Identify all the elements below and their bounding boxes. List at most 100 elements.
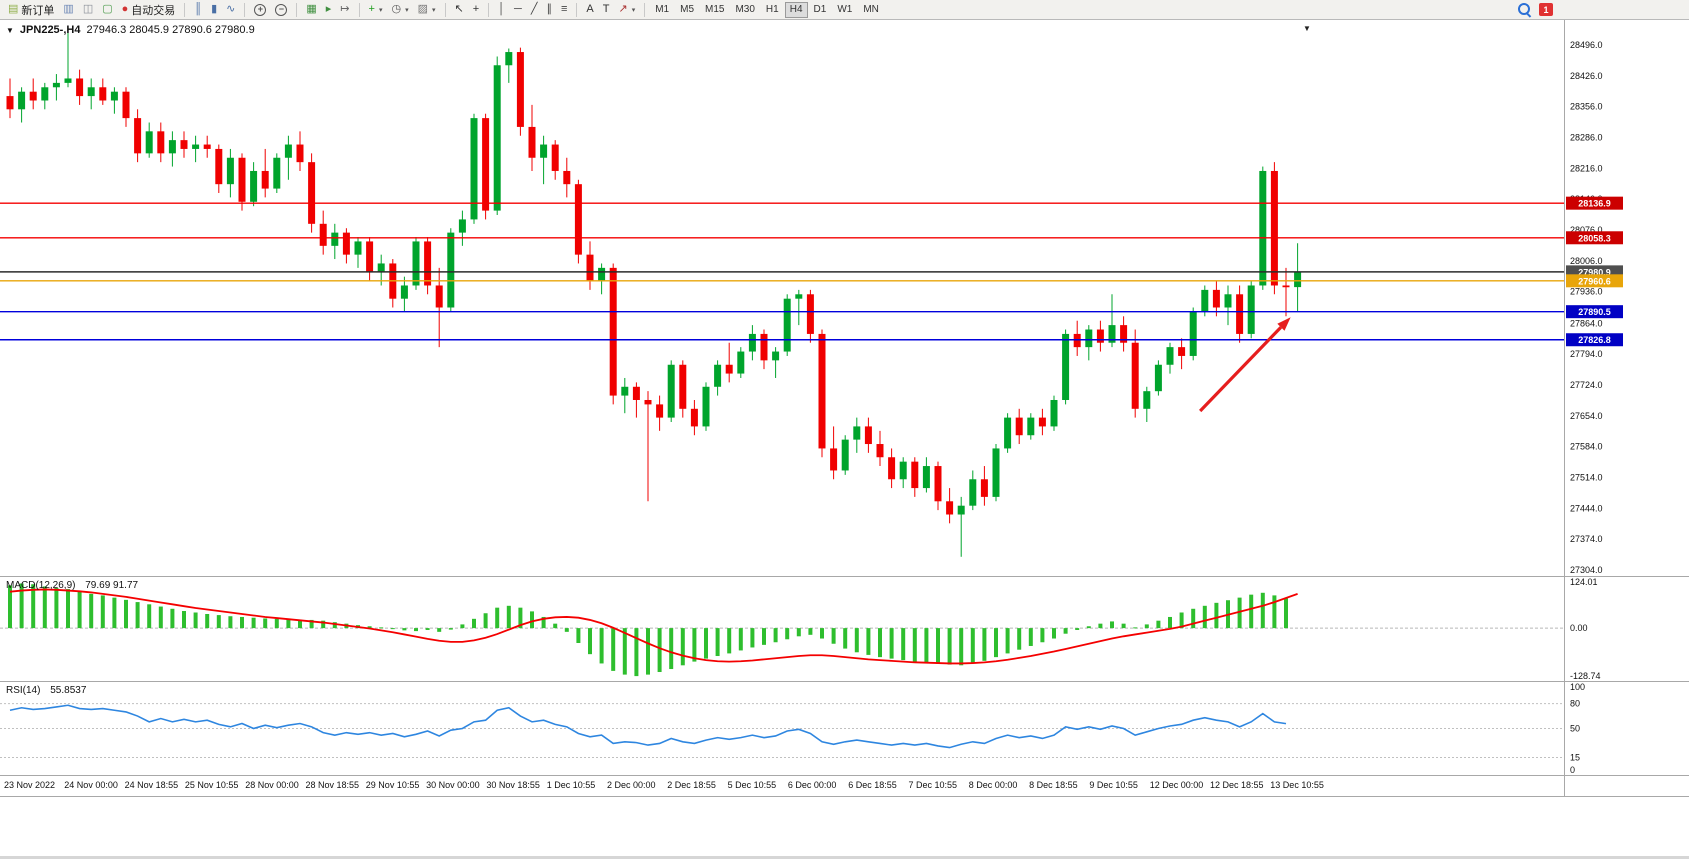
trendline-button[interactable]: ╱ xyxy=(527,1,542,19)
one-click-trading-icon[interactable]: ▼ xyxy=(6,25,14,35)
indicators-button[interactable]: + ▾ xyxy=(365,1,387,19)
time-axis[interactable]: 23 Nov 2022 24 Nov 00:00 24 Nov 18:55 25 No… xyxy=(0,776,1689,796)
time-axis-label: 8 Dec 00:00 xyxy=(968,780,1018,790)
timeframe-d1-button[interactable]: D1 xyxy=(809,2,832,18)
fibonacci-button[interactable]: ≡ xyxy=(557,1,571,19)
svg-text:15: 15 xyxy=(1570,753,1580,763)
new-order-icon: ▤ xyxy=(8,3,19,15)
timeframe-w1-button-label: W1 xyxy=(837,4,853,15)
fullscreen-button[interactable]: ▢ xyxy=(98,1,116,19)
svg-text:27654.0: 27654.0 xyxy=(1570,411,1603,421)
time-axis-label: 23 Nov 2022 xyxy=(4,780,56,790)
line-chart-icon: ∿ xyxy=(226,3,236,15)
toolbar-overflow-icon[interactable]: ▼ xyxy=(1303,24,1311,33)
rsi-panel-svg[interactable]: 100 80 50 15 0 xyxy=(0,682,1689,775)
text-label-button[interactable]: T xyxy=(599,1,614,19)
price-tag xyxy=(1566,305,1623,319)
timeframe-m1-button[interactable]: M1 xyxy=(650,2,674,18)
line-chart-button[interactable]: ∿ xyxy=(222,1,239,19)
periods-button[interactable]: ◷ ▾ xyxy=(387,1,412,19)
search-icon[interactable] xyxy=(1517,2,1532,17)
svg-text:27980.9: 27980.9 xyxy=(1578,267,1611,277)
macd-label: MACD(12,26,9) 79.69 91.77 xyxy=(6,580,138,591)
svg-text:124.01: 124.01 xyxy=(1570,577,1598,587)
new-order-button-label: 新订单 xyxy=(21,4,55,17)
price-tag xyxy=(1566,274,1623,288)
time-axis-label: 2 Dec 18:55 xyxy=(667,780,716,790)
timeframe-d1-button-label: D1 xyxy=(813,4,827,15)
trend-arrow-annotation[interactable] xyxy=(1199,317,1291,413)
arrow-object-icon: ↗ xyxy=(618,3,628,15)
candlestick-chart-button[interactable]: ▮ xyxy=(207,1,221,19)
horizontal-line-button[interactable]: ─ xyxy=(510,1,526,19)
printer-icon: ▥ xyxy=(63,3,74,15)
horizontal-lines-layer[interactable] xyxy=(0,202,1565,341)
macd-panel-svg[interactable]: 124.01 0.00 -128.74 xyxy=(0,577,1689,681)
price-axis-ticks[interactable]: 28496.028426.028356.028286.028216.028146… xyxy=(1570,40,1603,575)
zoom-in-button[interactable]: + xyxy=(250,1,270,19)
price-tag xyxy=(1566,231,1623,245)
crosshair-button[interactable]: + xyxy=(469,1,483,19)
time-axis-label: 24 Nov 18:55 xyxy=(124,780,179,790)
templates-button[interactable]: ▨ ▾ xyxy=(414,1,440,19)
time-axis-label: 1 Dec 10:55 xyxy=(546,780,596,790)
timeframe-h1-button[interactable]: H1 xyxy=(761,2,784,18)
timeframe-mn-button-label: MN xyxy=(863,4,879,15)
arrows-button[interactable]: ↗ ▾ xyxy=(614,1,639,19)
print-preview-button[interactable]: ◫ xyxy=(79,1,97,19)
price-chart-svg[interactable]: 28496.028426.028356.028286.028216.028146… xyxy=(0,20,1689,576)
zoom-out-button[interactable]: − xyxy=(271,1,291,19)
fibonacci-icon: ≡ xyxy=(560,3,568,15)
new-order-button[interactable]: ▤ 新订单 xyxy=(4,1,58,19)
auto-scroll-button[interactable]: ▸ xyxy=(322,1,336,19)
svg-text:27960.6: 27960.6 xyxy=(1578,276,1611,286)
fullscreen-icon: ▢ xyxy=(102,3,113,15)
timeframe-m30-button[interactable]: M30 xyxy=(730,2,759,18)
zoom-out-icon: − xyxy=(275,3,288,16)
svg-text:27794.0: 27794.0 xyxy=(1570,349,1603,359)
macd-indicator-name: MACD(12,26,9) xyxy=(6,580,76,591)
text-label-icon: T xyxy=(602,3,610,15)
dropdown-caret-icon: ▾ xyxy=(631,6,636,14)
svg-text:80: 80 xyxy=(1570,699,1580,709)
cursor-button[interactable]: ↖ xyxy=(451,1,468,19)
channel-button[interactable]: ∥ xyxy=(542,1,556,19)
chart-title-row: ▼ JPN225-,H4 27946.3 28045.9 27890.6 279… xyxy=(6,24,255,36)
time-axis-label: 6 Dec 00:00 xyxy=(787,780,837,790)
svg-text:27444.0: 27444.0 xyxy=(1570,503,1603,513)
panel-separator[interactable] xyxy=(0,576,1689,577)
dropdown-caret-icon: ▾ xyxy=(405,6,409,14)
price-tag xyxy=(1566,196,1623,210)
toolbar-separator xyxy=(296,2,298,17)
svg-text:0: 0 xyxy=(1570,765,1575,775)
chart-shift-button[interactable]: ↦ xyxy=(336,1,353,19)
autotrading-button[interactable]: ● 自动交易 xyxy=(118,1,180,19)
window-bottom-border xyxy=(0,796,1689,797)
svg-text:27890.5: 27890.5 xyxy=(1578,307,1611,317)
text-icon: A xyxy=(586,3,594,15)
timeframe-h4-button-label: H4 xyxy=(789,4,803,15)
template-icon: ▨ xyxy=(417,3,428,15)
price-axis-border[interactable] xyxy=(1564,20,1565,796)
svg-text:27374.0: 27374.0 xyxy=(1570,534,1603,544)
svg-text:27936.0: 27936.0 xyxy=(1570,287,1603,297)
timeframe-w1-button[interactable]: W1 xyxy=(832,2,857,18)
toolbar-separator xyxy=(576,2,578,17)
timeframe-mn-button[interactable]: MN xyxy=(858,2,884,18)
rsi-label: RSI(14) 55.8537 xyxy=(6,685,86,696)
toolbar-separator xyxy=(488,2,490,17)
timeframe-m5-button[interactable]: M5 xyxy=(675,2,699,18)
timeframe-m5-button-label: M5 xyxy=(680,4,695,15)
vertical-line-button[interactable]: │ xyxy=(494,1,509,19)
timeframe-h4-button[interactable]: H4 xyxy=(784,1,808,18)
panel-separator[interactable] xyxy=(0,681,1689,682)
indicators-icon: + xyxy=(368,3,375,15)
bar-chart-button[interactable]: ║ xyxy=(190,1,206,19)
timeframe-m15-button[interactable]: M15 xyxy=(700,2,729,18)
notification-badge[interactable]: 1 xyxy=(1539,3,1553,16)
toolbar: ▤ 新订单 ▥ ◫ ▢ ● 自动交易 ║ ▮ ∿ + − ▦ ▸ ↦ + ▾ ◷ ▾ ▨ ▾ ↖ + │ ─ ╱ ∥ ≡ A T ↗ ▾ M1 M… xyxy=(0,0,1689,20)
timeframe-h1-button-label: H1 xyxy=(765,4,779,15)
text-button[interactable]: A xyxy=(582,1,597,19)
print-button[interactable]: ▥ xyxy=(59,1,77,19)
tile-windows-button[interactable]: ▦ xyxy=(302,1,320,19)
